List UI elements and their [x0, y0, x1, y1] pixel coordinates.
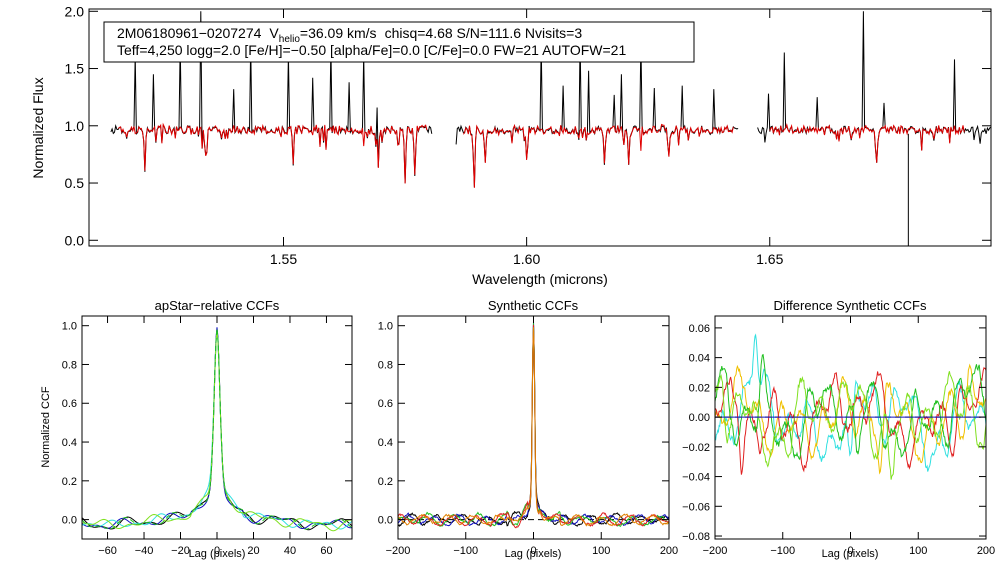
xtick-label: 200: [977, 545, 995, 557]
xtick-label: 1.55: [270, 251, 297, 267]
ytick-label: 0.8: [62, 359, 77, 371]
ytick-label: 0.02: [689, 382, 710, 394]
xtick-label: 0: [847, 545, 853, 557]
xtick-label: 60: [320, 545, 332, 557]
ytick-label: −0.08: [682, 531, 710, 543]
synthetic-ccf-series: [397, 324, 670, 529]
synthetic-ccf-series: [398, 323, 670, 528]
apstar-ccf-ylabel: Normalized CCF: [40, 386, 52, 468]
spectrum-xlabel: Wavelength (microns): [472, 271, 608, 287]
ytick-label: −0.06: [682, 501, 710, 513]
apstar-ccf-panel: −60 −40 −20 0 20 40 60 0.0 0.2 0.4 0.6 0.8 1.0 apSta…: [40, 298, 353, 560]
ytick-label: 1.0: [65, 118, 85, 134]
annotation-line2: Teff=4,250 logg=2.0 [Fe/H]=−0.50 [alpha/…: [117, 42, 626, 58]
difference-ccf-title: Difference Synthetic CCFs: [774, 298, 927, 313]
spectrum-observed-segment: [757, 11, 992, 163]
difference-ccf-lines: [714, 333, 987, 480]
ytick-label: 0.6: [378, 398, 393, 410]
spectrum-panel: 1.55 1.60 1.65 0.0 0.5 1.0 1.5 2.0 2M06180961−0…: [30, 3, 992, 287]
spectrum-axes: 1.55 1.60 1.65 0.0 0.5 1.0 1.5 2.0: [65, 3, 991, 267]
ytick-label: 0.06: [689, 323, 710, 335]
xtick-label: 20: [247, 545, 259, 557]
apstar-ccf-series: [81, 330, 353, 530]
difference-ccf-series: [714, 363, 987, 475]
synthetic-ccf-xlabel: Lag (pixels): [505, 548, 562, 560]
xtick-label: 100: [909, 545, 927, 557]
annotation-v-sub: helio: [279, 34, 301, 45]
xtick-label: 0: [530, 545, 536, 557]
ytick-label: −0.02: [682, 442, 710, 454]
spectrum-annotation-box: [103, 21, 695, 63]
synthetic-ccf-series: [397, 321, 670, 527]
synthetic-ccf-series: [397, 327, 670, 527]
ytick-label: 0.2: [62, 476, 77, 488]
ytick-label: 0.8: [378, 359, 393, 371]
difference-ccf-panel: −200 −100 0 100 200 −0.08 −0.06 −0.04 −0.02 0.00 0…: [682, 298, 995, 560]
annotation-stats: chisq=4.68 S/N=111.6 Nvisits=3: [385, 25, 583, 41]
xtick-label: 40: [284, 545, 296, 557]
synthetic-ccf-lines: [397, 321, 670, 529]
annotation-line1: 2M06180961−0207274 Vhelio=36.09 km/s chisq…: [117, 25, 582, 45]
ytick-label: −0.04: [682, 472, 710, 484]
ytick-label: 1.5: [65, 61, 85, 77]
apstar-ccf-frame: [81, 315, 353, 540]
synthetic-ccf-title: Synthetic CCFs: [488, 298, 579, 313]
ytick-label: 2.0: [65, 3, 85, 19]
apstar-ccf-series: [81, 328, 353, 530]
xtick-label: −100: [770, 545, 795, 557]
apstar-ccf-series: [81, 329, 353, 531]
xtick-label: 100: [592, 545, 610, 557]
difference-ccf-axes: −200 −100 0 100 200 −0.08 −0.06 −0.04 −0.02 0.00 0…: [682, 316, 995, 557]
apstar-ccf-xlabel: Lag (pixels): [189, 548, 246, 560]
xtick-label: 0: [214, 545, 220, 557]
apstar-ccf-title: apStar−relative CCFs: [155, 298, 280, 313]
synthetic-ccf-panel: −200 −100 0 100 200 0.0 0.2 0.4 0.6 0.8 1.0 Synthe…: [378, 298, 678, 560]
ytick-label: 0.4: [62, 437, 77, 449]
xtick-label: −200: [386, 545, 411, 557]
ytick-label: 0.0: [62, 515, 77, 527]
spectrum-model-segment: [769, 122, 965, 163]
difference-ccf-series: [714, 366, 987, 475]
ytick-label: 1.0: [62, 321, 77, 333]
ytick-label: 0.0: [378, 515, 393, 527]
difference-ccf-xlabel: Lag (pixels): [822, 548, 879, 560]
spectrum-ylabel: Normalized Flux: [30, 77, 46, 178]
ytick-label: 0.04: [689, 353, 710, 365]
spectrum-model-segment: [117, 122, 428, 184]
annotation-v-label: V: [269, 25, 279, 41]
synthetic-ccf-axes: −200 −100 0 100 200 0.0 0.2 0.4 0.6 0.8 1.0: [378, 316, 678, 557]
ytick-label: 0.6: [62, 398, 77, 410]
synthetic-ccf-series: [397, 323, 670, 528]
difference-ccf-series: [714, 353, 987, 461]
apstar-ccf-lines: [81, 327, 353, 532]
ytick-label: 0.2: [378, 476, 393, 488]
xtick-label: −100: [453, 545, 478, 557]
ytick-label: 0.0: [65, 232, 85, 248]
ytick-label: 0.00: [689, 412, 710, 424]
xtick-label: −40: [135, 545, 154, 557]
difference-ccf-series: [714, 371, 987, 480]
spectrum-lines: [110, 11, 992, 246]
annotation-star-id: 2M06180961−0207274: [117, 25, 262, 41]
xtick-label: 200: [660, 545, 678, 557]
xtick-label: −60: [98, 545, 117, 557]
xtick-label: 1.65: [756, 251, 783, 267]
spectrum-frame: [88, 8, 992, 247]
apstar-ccf-series: [81, 327, 353, 529]
ytick-label: 1.0: [378, 321, 393, 333]
synthetic-ccf-frame: [397, 315, 670, 540]
xtick-label: −20: [171, 545, 190, 557]
apstar-ccf-series: [82, 330, 353, 532]
apstar-ccf-axes: −60 −40 −20 0 20 40 60 0.0 0.2 0.4 0.6 0.8 1.0: [62, 316, 352, 557]
annotation-v-value: =36.09 km/s: [300, 25, 377, 41]
ytick-label: 0.5: [65, 175, 85, 191]
spectrum-model-segment: [462, 123, 734, 188]
ytick-label: 0.4: [378, 437, 393, 449]
xtick-label: −200: [703, 545, 728, 557]
xtick-label: 1.60: [513, 251, 540, 267]
